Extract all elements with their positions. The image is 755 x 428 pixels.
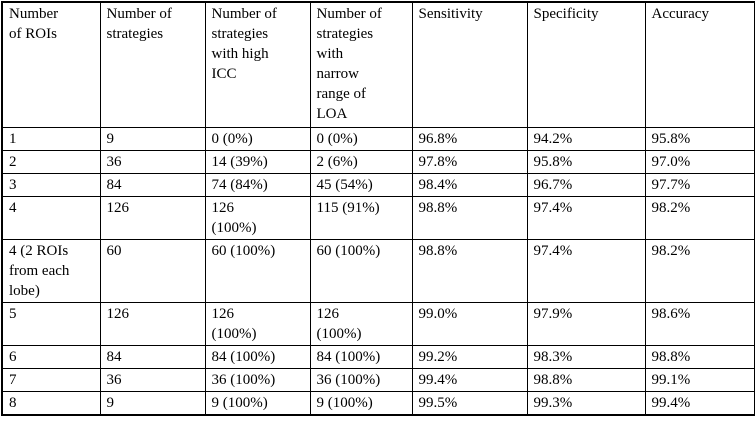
column-header-sensitivity: Sensitivity bbox=[411, 1, 528, 128]
table-cell: 8 bbox=[1, 391, 101, 416]
table-cell: 98.2% bbox=[644, 239, 755, 303]
table-cell: 99.5% bbox=[411, 391, 528, 416]
table-cell: 5 bbox=[1, 302, 101, 346]
table-cell: 98.3% bbox=[526, 345, 646, 369]
table-cell: 97.7% bbox=[644, 173, 755, 197]
table-row: 4 (2 ROIs from each lobe) 60 60 (100%) 6… bbox=[1, 239, 755, 303]
table-cell: 36 bbox=[99, 150, 206, 174]
table-cell: 99.1% bbox=[644, 368, 755, 392]
table-row: 3 84 74 (84%) 45 (54%) 98.4% 96.7% 97.7% bbox=[1, 173, 755, 197]
table-cell: 4 bbox=[1, 196, 101, 240]
table-cell: 97.0% bbox=[644, 150, 755, 174]
column-header-number-of-strategies: Number of strategies bbox=[99, 1, 206, 128]
table-cell: 98.8% bbox=[644, 345, 755, 369]
table-cell: 2 (6%) bbox=[309, 150, 413, 174]
table-cell: 0 (0%) bbox=[204, 127, 311, 151]
table-cell: 95.8% bbox=[526, 150, 646, 174]
table-cell: 84 bbox=[99, 345, 206, 369]
table-row: 4 126 126 (100%) 115 (91%) 98.8% 97.4% 9… bbox=[1, 196, 755, 240]
table-cell: 99.4% bbox=[644, 391, 755, 416]
table-row: 7 36 36 (100%) 36 (100%) 99.4% 98.8% 99.… bbox=[1, 368, 755, 392]
header-row: Number of ROIs Number of strategies Numb… bbox=[1, 1, 755, 128]
table-cell: 97.4% bbox=[526, 239, 646, 303]
table-cell: 2 bbox=[1, 150, 101, 174]
table-cell: 7 bbox=[1, 368, 101, 392]
table-cell: 36 bbox=[99, 368, 206, 392]
table-cell: 60 bbox=[99, 239, 206, 303]
table-cell: 45 (54%) bbox=[309, 173, 413, 197]
table-cell: 4 (2 ROIs from each lobe) bbox=[1, 239, 101, 303]
table-cell: 99.3% bbox=[526, 391, 646, 416]
table-cell: 98.2% bbox=[644, 196, 755, 240]
table-cell: 9 bbox=[99, 391, 206, 416]
table-cell: 84 bbox=[99, 173, 206, 197]
table-cell: 14 (39%) bbox=[204, 150, 311, 174]
table-cell: 126 bbox=[99, 196, 206, 240]
table-cell: 3 bbox=[1, 173, 101, 197]
column-header-strategies-narrow-loa: Number of strategies with narrow range o… bbox=[309, 1, 413, 128]
table-cell: 94.2% bbox=[526, 127, 646, 151]
table-cell: 60 (100%) bbox=[309, 239, 413, 303]
table-row: 5 126 126 (100%) 126 (100%) 99.0% 97.9% … bbox=[1, 302, 755, 346]
table-cell: 98.4% bbox=[411, 173, 528, 197]
table-cell: 99.2% bbox=[411, 345, 528, 369]
table-cell: 9 bbox=[99, 127, 206, 151]
table-cell: 97.9% bbox=[526, 302, 646, 346]
table-cell: 126 (100%) bbox=[204, 196, 311, 240]
table-cell: 0 (0%) bbox=[309, 127, 413, 151]
table-cell: 9 (100%) bbox=[204, 391, 311, 416]
table-cell: 99.0% bbox=[411, 302, 528, 346]
table-cell: 126 bbox=[99, 302, 206, 346]
column-header-number-of-rois: Number of ROIs bbox=[1, 1, 101, 128]
table-cell: 36 (100%) bbox=[309, 368, 413, 392]
table-cell: 96.8% bbox=[411, 127, 528, 151]
column-header-specificity: Specificity bbox=[526, 1, 646, 128]
table-cell: 60 (100%) bbox=[204, 239, 311, 303]
table-row: 6 84 84 (100%) 84 (100%) 99.2% 98.3% 98.… bbox=[1, 345, 755, 369]
table-cell: 99.4% bbox=[411, 368, 528, 392]
table-cell: 36 (100%) bbox=[204, 368, 311, 392]
table-row: 1 9 0 (0%) 0 (0%) 96.8% 94.2% 95.8% bbox=[1, 127, 755, 151]
table-cell: 95.8% bbox=[644, 127, 755, 151]
table-cell: 98.8% bbox=[526, 368, 646, 392]
table-cell: 126 (100%) bbox=[204, 302, 311, 346]
table-cell: 98.6% bbox=[644, 302, 755, 346]
table-cell: 6 bbox=[1, 345, 101, 369]
table-cell: 74 (84%) bbox=[204, 173, 311, 197]
table-cell: 1 bbox=[1, 127, 101, 151]
table-cell: 97.4% bbox=[526, 196, 646, 240]
table-cell: 126 (100%) bbox=[309, 302, 413, 346]
table-row: 2 36 14 (39%) 2 (6%) 97.8% 95.8% 97.0% bbox=[1, 150, 755, 174]
table-cell: 98.8% bbox=[411, 239, 528, 303]
table-cell: 98.8% bbox=[411, 196, 528, 240]
column-header-strategies-high-icc: Number of strategies with high ICC bbox=[204, 1, 311, 128]
results-table: Number of ROIs Number of strategies Numb… bbox=[1, 1, 755, 416]
table-cell: 115 (91%) bbox=[309, 196, 413, 240]
table-cell: 97.8% bbox=[411, 150, 528, 174]
table-cell: 96.7% bbox=[526, 173, 646, 197]
table-cell: 84 (100%) bbox=[204, 345, 311, 369]
column-header-accuracy: Accuracy bbox=[644, 1, 755, 128]
table-cell: 84 (100%) bbox=[309, 345, 413, 369]
table-cell: 9 (100%) bbox=[309, 391, 413, 416]
table-row: 8 9 9 (100%) 9 (100%) 99.5% 99.3% 99.4% bbox=[1, 391, 755, 416]
